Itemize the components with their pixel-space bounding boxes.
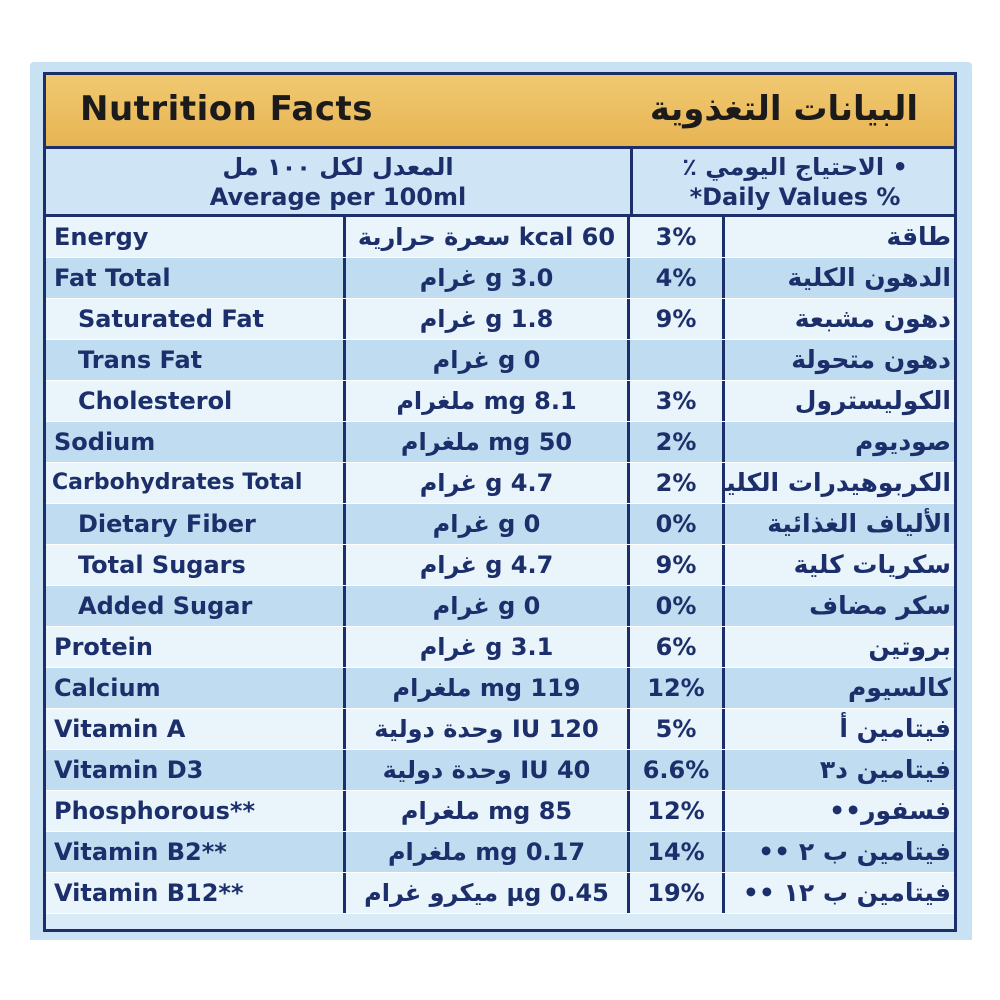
nutrient-name: Protein xyxy=(46,627,346,667)
daily-value-percent: 0% xyxy=(630,504,725,544)
table-row: Vitamin B12** 0.45 µg ميكرو غرام 19% فيت… xyxy=(46,873,954,914)
title-arabic: البيانات التغذوية xyxy=(649,89,918,129)
nutrient-name-arabic: الألياف الغذائية xyxy=(767,509,951,538)
daily-value-percent: 4% xyxy=(630,258,725,298)
daily-value-percent: 0% xyxy=(630,586,725,626)
nutrient-name-arabic: الكربوهيدرات الكلية xyxy=(725,468,951,497)
nutrient-amount: 4.7 g غرام xyxy=(346,463,630,503)
nutrient-table: Energy 60 kcal سعرة حرارية 3% طاقة Fat T… xyxy=(46,217,954,914)
nutrient-name: Total Sugars xyxy=(46,545,346,585)
nutrient-name-arabic: دهون متحولة xyxy=(791,345,951,374)
nutrient-name-arabic: كالسيوم xyxy=(848,673,951,702)
nutrient-name-arabic: سكر مضاف xyxy=(809,591,951,620)
average-per-100ml-arabic: المعدل لكل ١٠٠ مل xyxy=(222,153,454,181)
column-headings: المعدل لكل ١٠٠ مل Average per 100ml • ال… xyxy=(46,149,954,217)
daily-values-english: *Daily Values % xyxy=(689,183,901,211)
nutrient-name: Vitamin D3 xyxy=(46,750,346,790)
nutrient-name: Vitamin B12** xyxy=(46,873,346,913)
nutrient-name: Cholesterol xyxy=(46,381,346,421)
table-row: Fat Total 3.0 g غرام 4% الدهون الكلية xyxy=(46,258,954,299)
nutrient-amount: 119 mg ملغرام xyxy=(346,668,630,708)
nutrient-name: Vitamin A xyxy=(46,709,346,749)
table-row: Energy 60 kcal سعرة حرارية 3% طاقة xyxy=(46,217,954,258)
nutrient-amount: 0.17 mg ملغرام xyxy=(346,832,630,872)
nutrient-amount: 4.7 g غرام xyxy=(346,545,630,585)
nutrient-amount: 3.1 g غرام xyxy=(346,627,630,667)
daily-value-percent: 6.6% xyxy=(630,750,725,790)
nutrient-amount: 3.0 g غرام xyxy=(346,258,630,298)
nutrient-amount: 85 mg ملغرام xyxy=(346,791,630,831)
nutrient-name-arabic: سكريات كلية xyxy=(793,550,951,579)
table-row: Cholesterol 8.1 mg ملغرام 3% الكوليسترول xyxy=(46,381,954,422)
nutrient-name-arabic: فيتامين أ xyxy=(839,714,951,743)
daily-values-arabic: • الاحتياج اليومي ٪ xyxy=(682,153,908,181)
nutrient-name-arabic: فيتامين ب ٢ •• xyxy=(758,837,951,866)
nutrient-amount: 120 IU وحدة دولية xyxy=(346,709,630,749)
table-row: Added Sugar 0 g غرام 0% سكر مضاف xyxy=(46,586,954,627)
daily-value-percent: 5% xyxy=(630,709,725,749)
nutrient-name-arabic: طاقة xyxy=(886,222,951,251)
table-row: Vitamin A 120 IU وحدة دولية 5% فيتامين أ xyxy=(46,709,954,750)
nutrient-name: Sodium xyxy=(46,422,346,462)
nutrient-name-arabic: الدهون الكلية xyxy=(787,263,951,292)
daily-value-percent: 3% xyxy=(630,381,725,421)
nutrient-name: Calcium xyxy=(46,668,346,708)
nutrient-amount: 50 mg ملغرام xyxy=(346,422,630,462)
daily-value-percent: 2% xyxy=(630,463,725,503)
nutrient-amount: 40 IU وحدة دولية xyxy=(346,750,630,790)
table-row: Saturated Fat 1.8 g غرام 9% دهون مشبعة xyxy=(46,299,954,340)
label-bottom-edge xyxy=(30,932,972,940)
title-english: Nutrition Facts xyxy=(80,89,373,129)
nutrient-name-arabic: فسفور•• xyxy=(829,796,951,825)
daily-value-percent: 9% xyxy=(630,299,725,339)
nutrient-name: Phosphorous** xyxy=(46,791,346,831)
daily-value-percent: 9% xyxy=(630,545,725,585)
table-row: Dietary Fiber 0 g غرام 0% الألياف الغذائ… xyxy=(46,504,954,545)
nutrient-amount: 60 kcal سعرة حرارية xyxy=(346,217,630,257)
table-row: Vitamin B2** 0.17 mg ملغرام 14% فيتامين … xyxy=(46,832,954,873)
table-row: Sodium 50 mg ملغرام 2% صوديوم xyxy=(46,422,954,463)
nutrient-name-arabic: فيتامين د٣ xyxy=(819,755,951,784)
nutrient-name: Trans Fat xyxy=(46,340,346,380)
daily-value-percent: 2% xyxy=(630,422,725,462)
daily-value-percent xyxy=(630,340,725,380)
daily-value-percent: 12% xyxy=(630,791,725,831)
table-row: Vitamin D3 40 IU وحدة دولية 6.6% فيتامين… xyxy=(46,750,954,791)
nutrient-name: Fat Total xyxy=(46,258,346,298)
nutrient-amount: 8.1 mg ملغرام xyxy=(346,381,630,421)
average-per-100ml-english: Average per 100ml xyxy=(209,183,467,211)
nutrient-name: Dietary Fiber xyxy=(46,504,346,544)
column-divider xyxy=(630,149,633,214)
daily-value-percent: 12% xyxy=(630,668,725,708)
nutrient-name-arabic: الكوليسترول xyxy=(794,386,951,415)
daily-value-percent: 19% xyxy=(630,873,725,913)
daily-value-percent: 6% xyxy=(630,627,725,667)
nutrient-amount: 0 g غرام xyxy=(346,340,630,380)
nutrient-name: Carbohydrates Total xyxy=(46,463,346,503)
table-row: Trans Fat 0 g غرام دهون متحولة xyxy=(46,340,954,381)
table-row: Calcium 119 mg ملغرام 12% كالسيوم xyxy=(46,668,954,709)
nutrient-name-arabic: بروتين xyxy=(868,632,951,661)
nutrient-name-arabic: فيتامين ب ١٢ •• xyxy=(742,878,951,907)
nutrient-name-arabic: دهون مشبعة xyxy=(794,304,951,333)
nutrient-name: Energy xyxy=(46,217,346,257)
table-row: Protein 3.1 g غرام 6% بروتين xyxy=(46,627,954,668)
nutrient-amount: 0 g غرام xyxy=(346,586,630,626)
table-row: Total Sugars 4.7 g غرام 9% سكريات كلية xyxy=(46,545,954,586)
nutrient-name: Saturated Fat xyxy=(46,299,346,339)
nutrient-amount: 0.45 µg ميكرو غرام xyxy=(346,873,630,913)
daily-value-percent: 14% xyxy=(630,832,725,872)
nutrient-name: Added Sugar xyxy=(46,586,346,626)
header-bar: Nutrition Facts البيانات التغذوية xyxy=(46,75,954,149)
daily-value-percent: 3% xyxy=(630,217,725,257)
table-row: Phosphorous** 85 mg ملغرام 12% فسفور•• xyxy=(46,791,954,832)
nutrient-amount: 0 g غرام xyxy=(346,504,630,544)
nutrient-amount: 1.8 g غرام xyxy=(346,299,630,339)
nutrient-name: Vitamin B2** xyxy=(46,832,346,872)
nutrition-facts-panel: Nutrition Facts البيانات التغذوية المعدل… xyxy=(43,72,957,932)
nutrient-name-arabic: صوديوم xyxy=(854,427,951,456)
table-row: Carbohydrates Total 4.7 g غرام 2% الكربو… xyxy=(46,463,954,504)
